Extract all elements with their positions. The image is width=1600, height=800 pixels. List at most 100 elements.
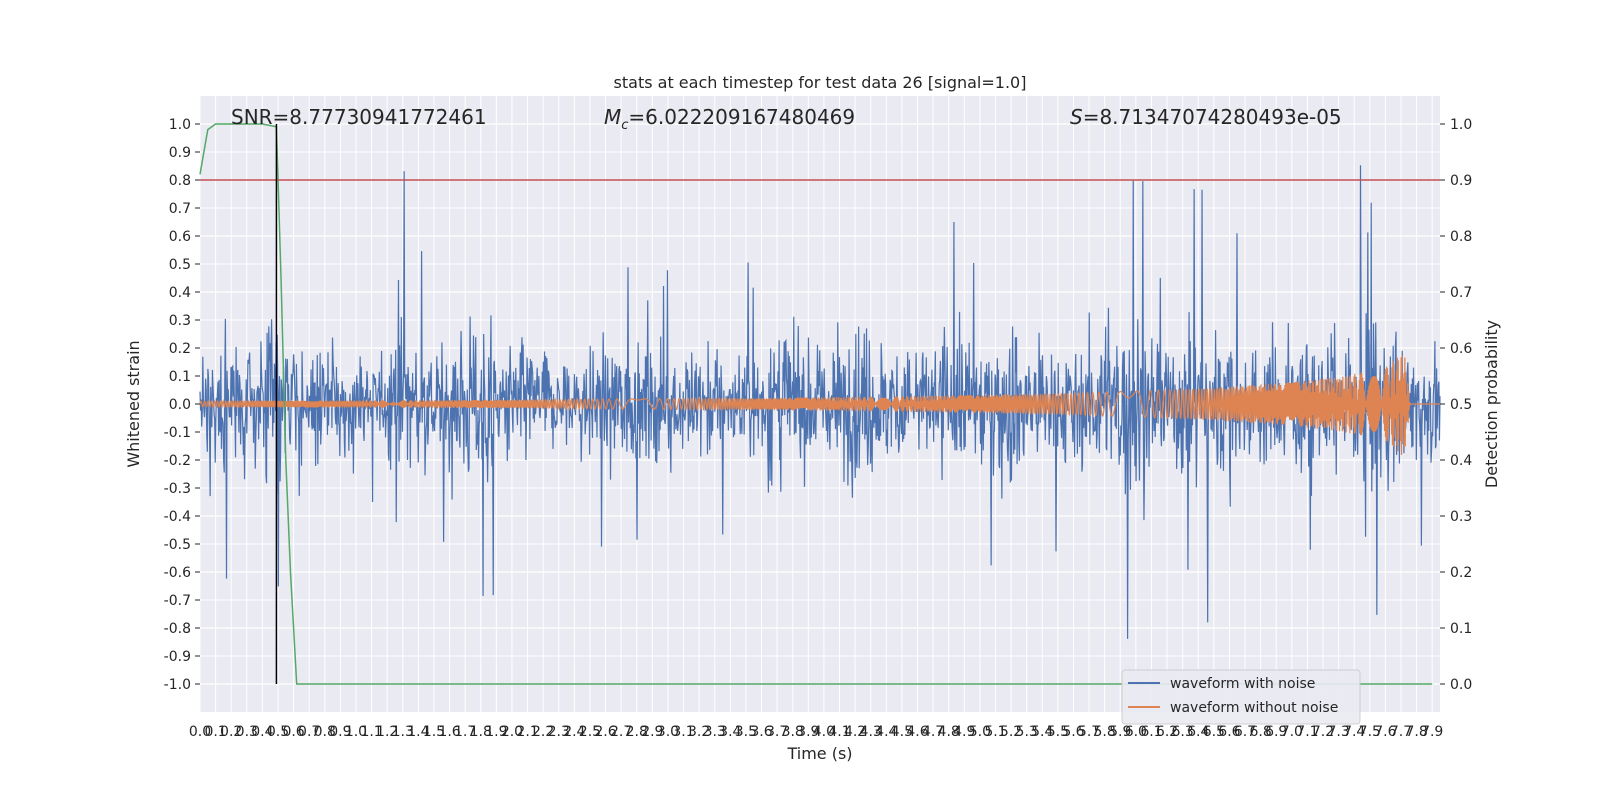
x-tick-label: 6.1 <box>1140 724 1162 740</box>
annotation-snr: SNR=8.77730941772461 <box>231 105 487 129</box>
x-tick-label: 7.5 <box>1359 724 1381 740</box>
x-tick-label: 0.6 <box>282 724 304 740</box>
clean-line <box>199 355 1440 455</box>
y-tick-label: -1.0 <box>164 677 191 693</box>
x-tick-label: 0.4 <box>251 724 273 740</box>
x-tick-label: 6.9 <box>1265 724 1287 740</box>
y-tick-label: -0.4 <box>164 509 191 525</box>
x-tick-label: 2.2 <box>532 724 554 740</box>
chart-title: stats at each timestep for test data 26 … <box>614 73 1027 92</box>
y-tick-label: -0.8 <box>164 621 191 637</box>
annotation-mc-value: =6.022209167480469 <box>628 105 855 129</box>
y-tick-label: 0.6 <box>169 229 191 245</box>
x-tick-label: 5.0 <box>969 724 991 740</box>
y-tick-label: -0.2 <box>164 453 191 469</box>
x-tick-label: 4.5 <box>891 724 913 740</box>
x-tick-label: 4.1 <box>828 724 850 740</box>
y-tick-label: 0.1 <box>169 369 191 385</box>
x-tick-label: 1.8 <box>470 724 492 740</box>
y2-tick-label: 0.0 <box>1450 677 1472 693</box>
y2-tick-label: 0.4 <box>1450 453 1472 469</box>
probability-line <box>199 123 1433 685</box>
x-tick-label: 5.4 <box>1031 724 1053 740</box>
y-tick-label: 1.0 <box>169 117 191 133</box>
y2-tick-label: 1.0 <box>1450 117 1472 133</box>
x-tick-label: 3.3 <box>704 724 726 740</box>
x-tick-label: 3.9 <box>797 724 819 740</box>
x-tick-label: 1.3 <box>392 724 414 740</box>
x-tick-label: 0.8 <box>314 724 336 740</box>
y-tick-label: -0.1 <box>164 425 191 441</box>
x-tick-label: 7.4 <box>1343 724 1365 740</box>
x-tick-label: 2.6 <box>594 724 616 740</box>
y2-axis-ticks: 0.0 0.1 0.2 0.3 0.4 0.5 0.6 0.7 0.8 0.9 1.0 <box>1440 117 1472 693</box>
x-tick-label: 1.5 <box>423 724 445 740</box>
legend: waveform with noise waveform without noi… <box>1121 669 1361 725</box>
x-axis-ticks: 0.00.10.20.30.40.50.60.70.80.91.01.11.21… <box>189 724 1443 740</box>
x-tick-label: 6.6 <box>1218 724 1240 740</box>
x-tick-label: 3.7 <box>766 724 788 740</box>
x-tick-label: 1.7 <box>454 724 476 740</box>
y-axis-ticks: -1.0 -0.9 -0.8 -0.7 -0.6 -0.5 -0.4 -0.3 -0.2 -0.1… <box>164 117 200 693</box>
x-tick-label: 1.2 <box>376 724 398 740</box>
x-tick-label: 2.4 <box>563 724 585 740</box>
x-tick-label: 7.8 <box>1405 724 1427 740</box>
x-tick-label: 4.4 <box>875 724 897 740</box>
x-tick-label: 3.1 <box>672 724 694 740</box>
x-tick-label: 4.6 <box>906 724 928 740</box>
x-tick-label: 5.3 <box>1016 724 1038 740</box>
x-tick-label: 2.7 <box>610 724 632 740</box>
y-tick-label: -0.5 <box>164 537 191 553</box>
legend-box <box>1121 669 1361 725</box>
x-tick-label: 5.7 <box>1078 724 1100 740</box>
annotation-s: S=8.71347074280493e-05 <box>1070 105 1342 129</box>
y-axis-label: Whitened strain <box>124 340 143 467</box>
y-tick-label: 0.3 <box>169 313 191 329</box>
x-tick-label: 4.2 <box>844 724 866 740</box>
legend-label-clean: waveform without noise <box>1170 700 1338 716</box>
x-tick-label: 2.1 <box>516 724 538 740</box>
x-tick-label: 7.9 <box>1421 724 1443 740</box>
x-tick-label: 1.1 <box>360 724 382 740</box>
annotation-s-value: =8.71347074280493e-05 <box>1083 105 1342 129</box>
x-tick-label: 2.0 <box>501 724 523 740</box>
x-tick-label: 0.0 <box>189 724 211 740</box>
x-tick-label: 6.8 <box>1249 724 1271 740</box>
annotation-mc: Mc=6.022209167480469 <box>604 105 855 133</box>
x-tick-label: 7.3 <box>1327 724 1349 740</box>
y2-tick-label: 0.7 <box>1450 285 1472 301</box>
x-tick-label: 5.8 <box>1094 724 1116 740</box>
y2-tick-label: 0.8 <box>1450 229 1472 245</box>
x-tick-label: 6.0 <box>1125 724 1147 740</box>
series-detection-probability <box>199 123 1433 685</box>
x-tick-label: 3.6 <box>750 724 772 740</box>
y-tick-label: -0.6 <box>164 565 191 581</box>
x-tick-label: 3.8 <box>782 724 804 740</box>
legend-label-noise: waveform with noise <box>1170 676 1315 692</box>
y2-tick-label: 0.3 <box>1450 509 1472 525</box>
x-tick-label: 6.2 <box>1156 724 1178 740</box>
x-tick-label: 4.8 <box>938 724 960 740</box>
x-tick-label: 1.0 <box>345 724 367 740</box>
y-tick-label: 0.5 <box>169 257 191 273</box>
x-tick-label: 2.3 <box>548 724 570 740</box>
x-tick-label: 7.6 <box>1374 724 1396 740</box>
x-tick-label: 0.1 <box>204 724 226 740</box>
y-tick-label: 0.2 <box>169 341 191 357</box>
x-tick-label: 1.4 <box>407 724 429 740</box>
x-tick-label: 2.9 <box>641 724 663 740</box>
x-tick-label: 3.0 <box>657 724 679 740</box>
x-tick-label: 6.5 <box>1203 724 1225 740</box>
y-tick-label: 0.0 <box>169 397 191 413</box>
x-tick-label: 7.1 <box>1296 724 1318 740</box>
x-axis-label: Time (s) <box>786 744 852 763</box>
y-tick-label: 0.9 <box>169 145 191 161</box>
x-tick-label: 3.4 <box>719 724 741 740</box>
x-tick-label: 0.5 <box>267 724 289 740</box>
x-tick-label: 4.3 <box>860 724 882 740</box>
y-tick-label: -0.9 <box>164 649 191 665</box>
y-tick-label: -0.3 <box>164 481 191 497</box>
x-tick-label: 0.2 <box>220 724 242 740</box>
x-tick-label: 6.3 <box>1172 724 1194 740</box>
